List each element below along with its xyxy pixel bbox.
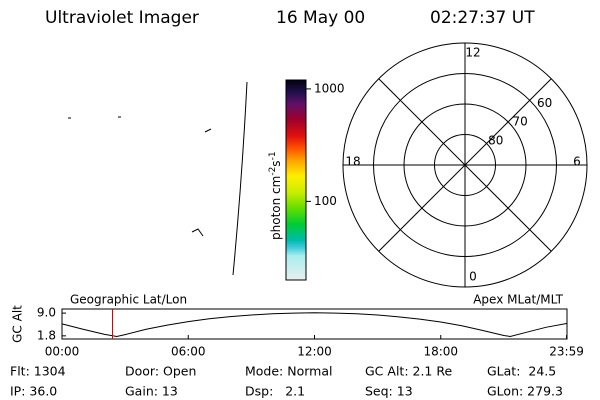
info-field: GLon: 279.3 [487, 384, 563, 399]
info-field: Gain: 13 [125, 384, 178, 399]
y-tick-label: 1.8 [37, 328, 56, 342]
title: Ultraviolet Imager [45, 8, 199, 28]
exponent: -1 [268, 151, 278, 160]
date: 16 May 00 [276, 8, 365, 28]
speck [191, 228, 204, 237]
x-tick-label: 06:00 [171, 345, 206, 359]
y-label: GC Alt [11, 305, 25, 343]
label: photon cm [269, 176, 283, 240]
diagonal [378, 78, 552, 252]
tick-label: 1000 [314, 81, 345, 95]
panel-label: Apex MLat/MLT [473, 293, 563, 307]
panel-frame [61, 308, 568, 340]
x-tick-label: 12:00 [297, 345, 332, 359]
lat-label: 70 [513, 115, 528, 129]
info-field: Door: Open [125, 364, 196, 379]
info-field: IP: 36.0 [10, 384, 57, 399]
altitude-curve [61, 312, 567, 337]
mlt-label: 0 [469, 270, 477, 284]
info-field: Mode: Normal [245, 364, 332, 379]
colorbar-label: photon cm-2s-1 [268, 151, 283, 240]
info-field: Dsp: 2.1 [245, 384, 305, 399]
info-field: Flt: 1304 [10, 364, 66, 379]
info-field: Seq: 13 [365, 384, 413, 399]
y-tick-label: 9.0 [37, 306, 56, 320]
time: 02:27:37 UT [430, 8, 535, 28]
speck [204, 128, 212, 133]
label: s [269, 160, 283, 166]
info-field: GC Alt: 2.1 Re [365, 364, 452, 379]
info-field: GLat: 24.5 [487, 364, 556, 379]
info-block: Flt: 1304 Door: Open Mode: Normal GC Alt: 2… [10, 364, 563, 399]
altitude-panel: Geographic Lat/Lon Apex MLat/MLT GC Alt 9.0… [11, 293, 584, 359]
x-tick-label: 23:59 [549, 345, 584, 359]
colorbar-frame [285, 79, 307, 281]
image-area [68, 81, 248, 276]
x-tick-label: 18:00 [423, 345, 458, 359]
x-tick-label: 00:00 [45, 345, 80, 359]
mlt-label: 12 [465, 46, 480, 60]
colorbar [286, 80, 306, 280]
lat-label: 60 [537, 96, 552, 110]
tick-label: 100 [314, 194, 337, 208]
lat-label: 80 [488, 134, 503, 148]
limb-line [232, 81, 248, 276]
panel-label: Geographic Lat/Lon [70, 293, 187, 307]
speck [68, 116, 121, 119]
exponent: -2 [268, 167, 278, 176]
mlt-label: 6 [573, 155, 581, 169]
mlt-label: 18 [345, 155, 360, 169]
